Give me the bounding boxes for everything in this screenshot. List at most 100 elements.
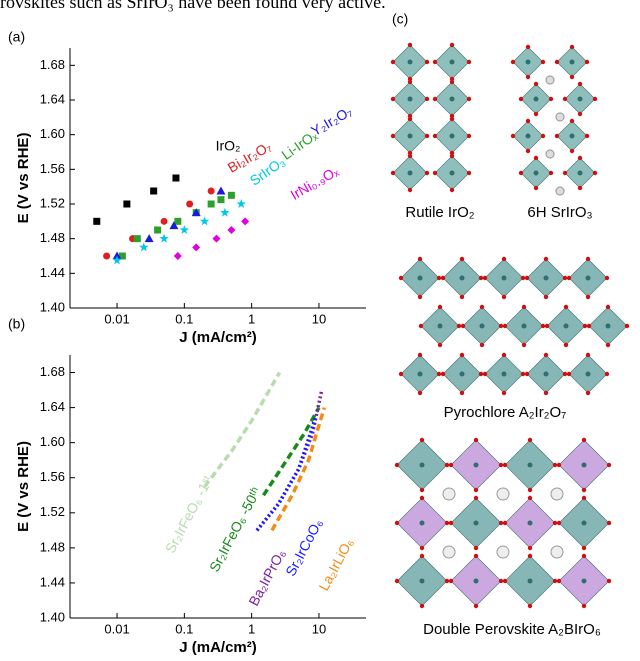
oxygen [549, 97, 553, 101]
oxygen [474, 554, 478, 558]
oxygen [607, 579, 611, 583]
atom [438, 324, 443, 329]
atom [474, 521, 479, 526]
oxygen [586, 353, 590, 357]
atom [450, 134, 455, 139]
atom [460, 372, 465, 377]
atom [526, 134, 531, 139]
atom [408, 60, 413, 65]
point [174, 252, 182, 260]
oxygen [433, 60, 437, 64]
atom [420, 463, 425, 468]
oxygen [557, 463, 561, 467]
oxygen [445, 579, 449, 583]
oxygen [544, 391, 548, 395]
point [93, 218, 100, 225]
atom [408, 134, 413, 139]
atom [450, 97, 455, 102]
y-tick-label: 1.60 [40, 434, 65, 449]
oxygen [460, 353, 464, 357]
atom [582, 463, 587, 468]
oxygen [585, 134, 589, 138]
oxygen [445, 463, 449, 467]
atom [528, 521, 533, 526]
structures [391, 43, 629, 608]
point [208, 201, 215, 208]
oxygen [582, 488, 586, 492]
oxygen [438, 343, 442, 347]
point [159, 234, 169, 243]
oxygen [503, 579, 507, 583]
oxygen [499, 579, 503, 583]
series-label: Sr₂IrFeO₆ -50ᵗʰ [206, 484, 264, 574]
oxygen [450, 43, 454, 47]
atom [526, 60, 531, 65]
oxygen [433, 171, 437, 175]
oxygen [607, 521, 611, 525]
atom [460, 276, 465, 281]
atom [534, 97, 539, 102]
oxygen [528, 604, 532, 608]
oxygen [391, 171, 395, 175]
y-tick-label: 1.68 [40, 57, 65, 72]
oxygen [549, 171, 553, 175]
point [227, 226, 235, 234]
atom [418, 276, 423, 281]
oxygen [582, 604, 586, 608]
page: rovskites such as SrIrO₃ have been found… [0, 0, 640, 661]
oxygen [474, 546, 478, 550]
series-line [205, 373, 280, 487]
oxygen [391, 60, 395, 64]
atom [582, 521, 587, 526]
x-tick-label: 0.1 [175, 621, 193, 636]
oxygen [557, 579, 561, 583]
oxygen [479, 276, 483, 280]
oxygen [467, 171, 471, 175]
oxygen [570, 45, 574, 49]
oxygen [522, 343, 526, 347]
oxygen [605, 372, 609, 376]
oxygen [460, 391, 464, 395]
series-line [257, 390, 322, 530]
oxygen [399, 276, 403, 280]
oxygen [570, 119, 574, 123]
oxygen [480, 305, 484, 309]
oxygen [541, 134, 545, 138]
series-label: Sr₂IrFeO₆ -1ˢᵗ [162, 473, 216, 556]
atom [408, 97, 413, 102]
oxygen [541, 324, 545, 328]
oxygen [399, 372, 403, 376]
x-tick-label: 0.01 [104, 311, 129, 326]
oxygen [582, 438, 586, 442]
y-tick-label: 1.48 [40, 539, 65, 554]
panel-label: (b) [8, 316, 25, 332]
point [180, 225, 190, 234]
oxygen [528, 438, 532, 442]
oxygen [418, 391, 422, 395]
atom [578, 97, 583, 102]
oxygen [449, 579, 453, 583]
header-text: rovskites such as SrIrO₃ have been found… [0, 0, 386, 12]
oxygen [521, 276, 525, 280]
oxygen [425, 171, 429, 175]
oxygen [528, 496, 532, 500]
atom [564, 324, 569, 329]
oxygen [395, 463, 399, 467]
x-tick-label: 0.01 [104, 621, 129, 636]
cation [497, 546, 509, 558]
oxygen [503, 324, 507, 328]
oxygen [467, 97, 471, 101]
oxygen [553, 521, 557, 525]
oxygen [534, 186, 538, 190]
oxygen [541, 60, 545, 64]
oxygen [519, 171, 523, 175]
oxygen [586, 391, 590, 395]
oxygen [570, 75, 574, 79]
oxygen [544, 353, 548, 357]
panel-label: (a) [8, 29, 25, 45]
oxygen [425, 60, 429, 64]
oxygen [582, 496, 586, 500]
series-label: Ba₂IrPrO₆ [245, 546, 288, 608]
point [228, 192, 235, 199]
oxygen [445, 521, 449, 525]
